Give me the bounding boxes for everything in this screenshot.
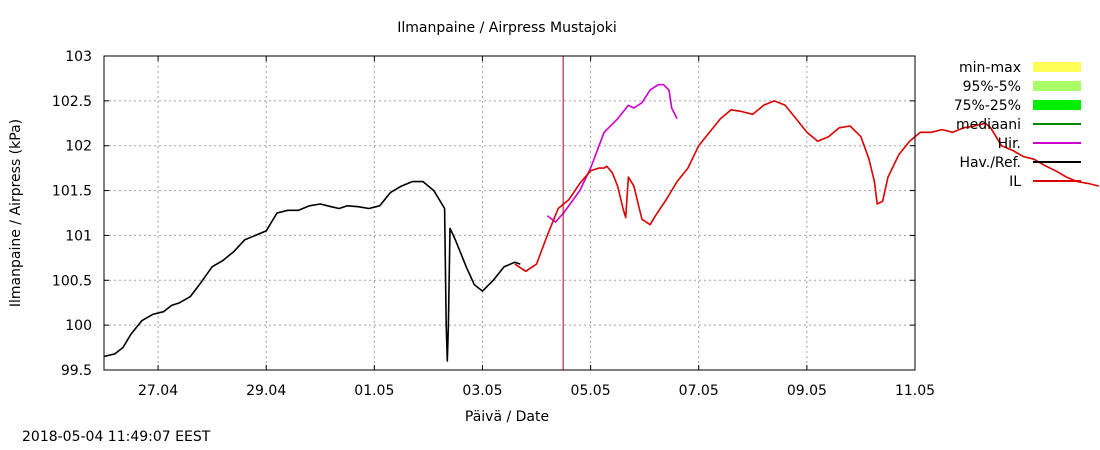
y-axis-label: Ilmanpaine / Airpress (kPa) — [8, 119, 24, 307]
x-tick-label: 11.05 — [895, 383, 935, 399]
legend-label: 95%-5% — [963, 79, 1021, 95]
y-tick-label: 100 — [65, 318, 92, 334]
plot-background — [104, 56, 915, 370]
y-tick-label: 102.5 — [52, 94, 92, 110]
legend-swatch — [1033, 100, 1081, 110]
plot-frame — [103, 55, 916, 371]
generated-timestamp: 2018-05-04 11:49:07 EEST — [22, 429, 211, 445]
legend-swatch — [1033, 62, 1081, 72]
legend-label: min-max — [959, 60, 1021, 76]
legend-label: 75%-25% — [954, 98, 1021, 114]
legend-label: mediaani — [956, 117, 1021, 133]
y-tick-label: 103 — [65, 49, 92, 65]
legend-swatch — [1033, 81, 1081, 91]
x-tick-label: 01.05 — [354, 383, 394, 399]
series-line-il — [514, 100, 1099, 273]
legend-label: Hir. — [998, 136, 1021, 152]
y-tick-label: 101.5 — [52, 184, 92, 200]
x-tick-label: 09.05 — [787, 383, 827, 399]
series-layer — [103, 83, 1099, 362]
legend: min-max 95%-5% 75%-25% mediaani Hir. Hav./Ref… — [954, 60, 1081, 190]
x-tick-label: 29.04 — [246, 383, 286, 399]
axes: 99.5 100 100.5 101 101.5 102 102.5 103 27.04 29.0… — [52, 49, 935, 399]
x-tick-label: 03.05 — [462, 383, 502, 399]
y-tick-label: 101 — [65, 228, 92, 244]
y-tick-label: 100.5 — [52, 273, 92, 289]
legend-label: Hav./Ref. — [959, 155, 1021, 171]
series-line-hir — [546, 83, 678, 223]
legend-label: IL — [1009, 174, 1021, 190]
x-tick-label: 07.05 — [679, 383, 719, 399]
grid — [104, 56, 915, 370]
chart-title: Ilmanpaine / Airpress Mustajoki — [397, 20, 617, 36]
y-tick-label: 102 — [65, 139, 92, 155]
x-axis-label: Päivä / Date — [465, 409, 549, 425]
x-tick-label: 05.05 — [571, 383, 611, 399]
series-line-hav-ref — [103, 180, 521, 362]
y-tick-label: 99.5 — [61, 363, 92, 379]
x-tick-label: 27.04 — [138, 383, 178, 399]
